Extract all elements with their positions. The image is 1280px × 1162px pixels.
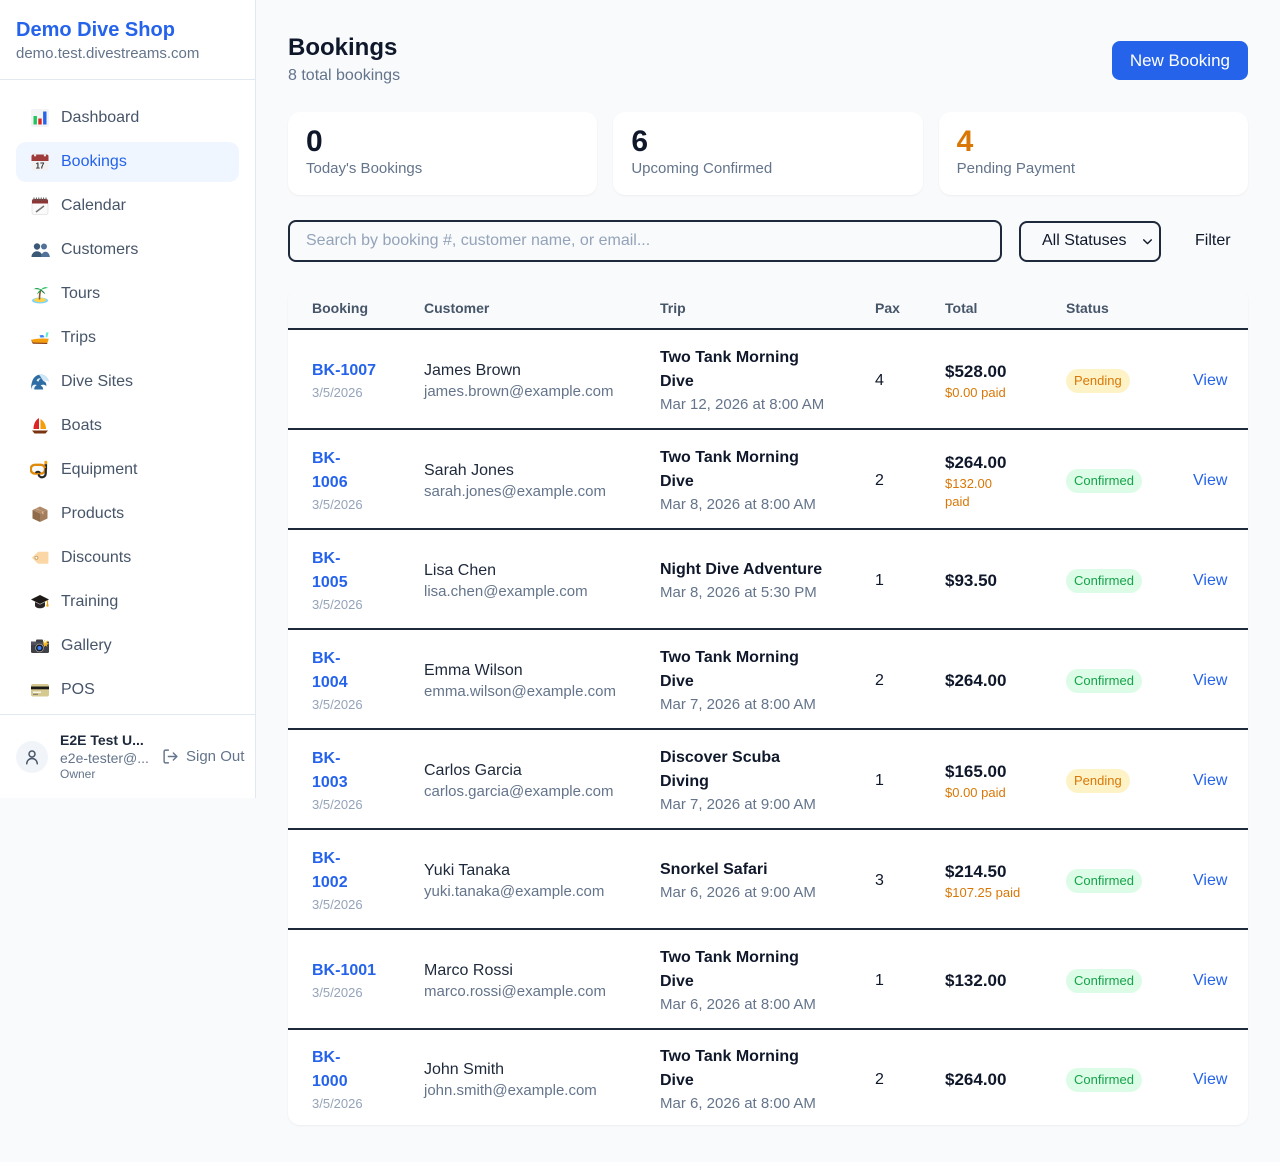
svg-text:17: 17 (36, 162, 45, 171)
